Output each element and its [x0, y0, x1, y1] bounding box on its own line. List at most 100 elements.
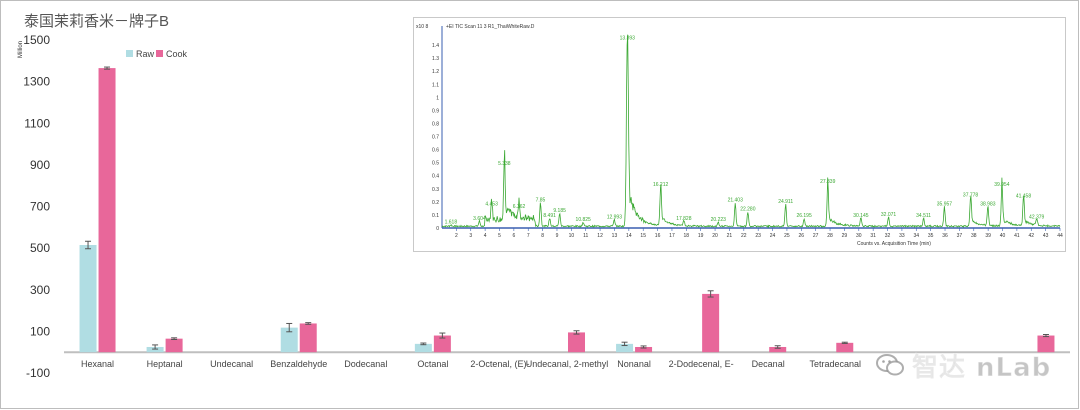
- bar-cook: [635, 346, 653, 353]
- legend-label-raw: Raw: [136, 49, 155, 59]
- inset-x-tick-label: 30: [856, 233, 862, 239]
- peak-label: 17.828: [676, 216, 692, 222]
- bar-cook: [1037, 335, 1055, 353]
- x-tick-label: Benzaldehyde: [270, 359, 327, 369]
- legend-label-cook: Cook: [166, 49, 188, 59]
- inset-x-tick-label: 20: [712, 233, 718, 239]
- peak-label: 4.453: [485, 201, 498, 207]
- chromatogram-trace: [441, 34, 1061, 229]
- x-tick-label: Hexanal: [81, 359, 114, 369]
- y-tick-label: 100: [30, 324, 50, 338]
- peak-label: 38.983: [980, 201, 996, 207]
- inset-y-tick-label: 0.8: [432, 121, 439, 127]
- y-tick-label: 500: [30, 241, 50, 255]
- y-tick-label: -100: [26, 366, 50, 380]
- y-tick-label: 1300: [23, 75, 50, 89]
- peak-label: 27.839: [820, 179, 836, 185]
- inset-x-tick-label: 5: [498, 233, 501, 239]
- legend-swatch-raw: [126, 50, 133, 57]
- inset-y-tick-label: 0.3: [432, 187, 439, 193]
- x-tick-label: 2-Octenal, (E)-: [470, 359, 529, 369]
- inset-x-tick-label: 11: [583, 233, 588, 239]
- x-tick-label: Octanal: [417, 359, 448, 369]
- inset-y-tick-label: 0.5: [432, 161, 439, 167]
- x-tick-label: Dodecanal: [344, 359, 387, 369]
- inset-x-tick-label: 39: [985, 233, 991, 239]
- inset-y-tick-label: 0.2: [432, 200, 439, 206]
- bar-cook: [769, 346, 787, 353]
- inset-y-tick-label: 0.9: [432, 108, 439, 114]
- peak-label: 39.954: [994, 182, 1010, 188]
- wechat-icon: [876, 354, 904, 376]
- x-tick-label: Tetradecanal: [809, 359, 861, 369]
- x-tick-label: 2-Dodecenal, E-: [669, 359, 734, 369]
- watermark: 智达 nLab: [876, 344, 1066, 386]
- inset-x-tick-label: 3: [469, 233, 472, 239]
- peak-label: 37.778: [963, 192, 979, 198]
- y-tick-label: 700: [30, 200, 50, 214]
- peak-label: 7.85: [536, 197, 546, 203]
- inset-x-tick-label: 23: [755, 233, 761, 239]
- bar-raw: [280, 327, 298, 353]
- bar-cook: [433, 335, 451, 353]
- x-tick-label: Heptanal: [147, 359, 183, 369]
- y-axis-label: Million: [18, 41, 24, 58]
- inset-y-tick-label: 0: [436, 226, 439, 232]
- bar-raw: [414, 343, 432, 353]
- inset-x-tick-label: 33: [899, 233, 905, 239]
- inset-y-tick-label: 1.1: [432, 82, 439, 88]
- y-tick-label: 300: [30, 283, 50, 297]
- peak-label: 8.491: [543, 213, 556, 219]
- peak-label: 5.338: [498, 161, 511, 167]
- inset-title: +EI TIC Scan 11 3 R1_ThaiWhiteRaw.D: [446, 24, 535, 30]
- chart-title: 泰国茉莉香米－牌子B: [24, 13, 170, 30]
- peak-label: 30.145: [853, 213, 869, 219]
- inset-x-tick-label: 2: [455, 233, 458, 239]
- peak-label: 35.957: [937, 201, 953, 207]
- legend-swatch-cook: [156, 50, 163, 57]
- inset-x-tick-label: 21: [727, 233, 733, 239]
- inset-y-tick-label: 0.1: [432, 213, 439, 219]
- inset-y-tick-label: 1.4: [432, 43, 439, 49]
- inset-x-tick-label: 29: [842, 233, 848, 239]
- bar-cook: [702, 293, 720, 353]
- inset-x-tick-label: 12: [597, 233, 603, 239]
- inset-x-tick-label: 10: [569, 233, 575, 239]
- inset-x-tick-label: 44: [1057, 233, 1063, 239]
- inset-x-tick-label: 28: [827, 233, 833, 239]
- peak-label: 41.458: [1016, 194, 1032, 200]
- inset-x-tick-label: 42: [1028, 233, 1034, 239]
- inset-y-tick-label: 1: [436, 95, 439, 101]
- watermark-text: 智达 nLab: [911, 352, 1052, 383]
- bar-cook: [836, 342, 854, 353]
- peak-label: 32.071: [881, 212, 897, 218]
- x-tick-label: Undecanal: [210, 359, 253, 369]
- peak-label: 9.185: [553, 208, 566, 214]
- inset-x-tick-label: 36: [942, 233, 948, 239]
- bar-cook: [299, 323, 317, 353]
- inset-y-tick-label: 1.2: [432, 69, 439, 75]
- peak-label: 3.604: [473, 216, 486, 222]
- inset-x-tick-label: 32: [885, 233, 891, 239]
- chromatogram-inset: x10 8 +EI TIC Scan 11 3 R1_ThaiWhiteRaw.D…: [413, 17, 1066, 252]
- x-tick-label: Undecanal, 2-methyl: [526, 359, 609, 369]
- peak-label: 6.362: [513, 204, 526, 210]
- peak-label: 21.403: [728, 197, 744, 203]
- inset-x-tick-label: 25: [784, 233, 790, 239]
- peak-label: 26.195: [796, 213, 812, 219]
- inset-x-tick-label: 41: [1014, 233, 1020, 239]
- inset-x-tick-label: 18: [684, 233, 690, 239]
- inset-x-tick-label: 38: [971, 233, 977, 239]
- peak-label: 42.379: [1029, 214, 1045, 220]
- inset-x-tick-label: 22: [741, 233, 747, 239]
- inset-x-tick-label: 24: [770, 233, 776, 239]
- peak-label: 10.825: [576, 217, 592, 223]
- inset-x-tick-label: 37: [957, 233, 963, 239]
- inset-x-tick-label: 16: [655, 233, 661, 239]
- x-tick-label: Nonanal: [617, 359, 651, 369]
- bar-cook: [165, 338, 183, 353]
- inset-x-tick-label: 40: [1000, 233, 1006, 239]
- inset-x-tick-label: 13: [612, 233, 618, 239]
